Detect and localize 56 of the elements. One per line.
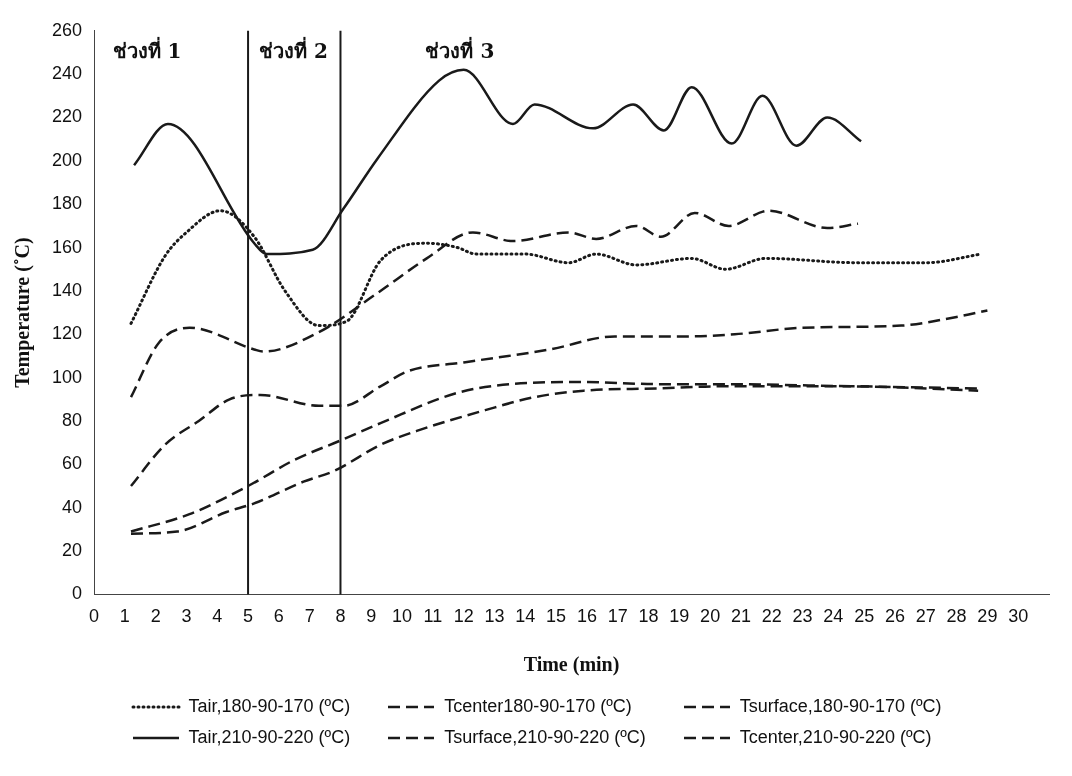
x-tick-label: 9 — [366, 606, 377, 627]
y-tick-label: 160 — [51, 236, 83, 257]
legend-label: Tsurface,210-90-220 (ºC) — [444, 727, 646, 748]
y-axis-title: Temperature (˚C) — [11, 237, 35, 388]
x-tick-label: 21 — [730, 606, 751, 627]
annotation: ช่วงที่ 1 — [112, 36, 182, 63]
y-tick-label: 260 — [51, 19, 83, 40]
x-tick-label: 29 — [977, 606, 998, 627]
y-tick-label: 20 — [62, 540, 83, 561]
annotation: ช่วงที่ 3 — [425, 36, 495, 63]
legend-label: Tair,180-90-170 (ºC) — [188, 696, 351, 717]
x-tick-label: 30 — [1008, 606, 1029, 627]
x-tick-label: 1 — [119, 606, 130, 627]
x-tick-label: 20 — [700, 606, 721, 627]
x-tick-label: 15 — [546, 606, 567, 627]
y-tick-label: 100 — [51, 366, 83, 387]
x-tick-label: 28 — [946, 606, 967, 627]
x-tick-label: 14 — [515, 606, 536, 627]
legend-label: Tcenter,210-90-220 (ºC) — [739, 727, 932, 748]
y-tick-label: 80 — [62, 409, 83, 430]
x-tick-label: 3 — [181, 606, 192, 627]
x-tick-label: 10 — [392, 606, 413, 627]
y-tick-label: 180 — [51, 193, 83, 214]
x-tick-label: 11 — [423, 606, 443, 627]
y-tick-label: 200 — [51, 149, 83, 170]
x-axis-title: Time (min) — [523, 653, 620, 677]
y-tick-label: 120 — [51, 323, 83, 344]
x-tick-label: 26 — [884, 606, 905, 627]
x-tick-label: 17 — [607, 606, 628, 627]
x-tick-label: 2 — [150, 606, 161, 627]
x-tick-label: 23 — [792, 606, 813, 627]
annotation: ช่วงที่ 2 — [259, 36, 329, 63]
x-tick-label: 22 — [761, 606, 782, 627]
y-tick-label: 140 — [51, 279, 83, 300]
legend-label: Tair,210-90-220 (ºC) — [188, 727, 351, 748]
x-tick-label: 18 — [638, 606, 659, 627]
y-tick-label: 0 — [72, 583, 83, 604]
y-tick-label: 220 — [51, 106, 83, 127]
legend-label: Tsurface,180-90-170 (ºC) — [739, 696, 942, 717]
x-tick-label: 16 — [576, 606, 597, 627]
x-tick-label: 13 — [484, 606, 505, 627]
x-tick-label: 27 — [915, 606, 936, 627]
x-tick-label: 25 — [854, 606, 875, 627]
x-tick-label: 5 — [243, 606, 254, 627]
y-tick-label: 240 — [51, 63, 83, 84]
y-tick-label: 60 — [62, 453, 83, 474]
x-tick-label: 4 — [212, 606, 223, 627]
legend-label: Tcenter180-90-170 (ºC) — [444, 696, 632, 717]
x-tick-label: 0 — [89, 606, 100, 627]
x-tick-label: 6 — [273, 606, 284, 627]
y-tick-label: 40 — [62, 496, 83, 517]
x-tick-label: 12 — [453, 606, 474, 627]
x-tick-label: 8 — [335, 606, 346, 627]
x-tick-label: 24 — [823, 606, 844, 627]
x-tick-label: 7 — [304, 606, 315, 627]
x-tick-label: 19 — [669, 606, 690, 627]
